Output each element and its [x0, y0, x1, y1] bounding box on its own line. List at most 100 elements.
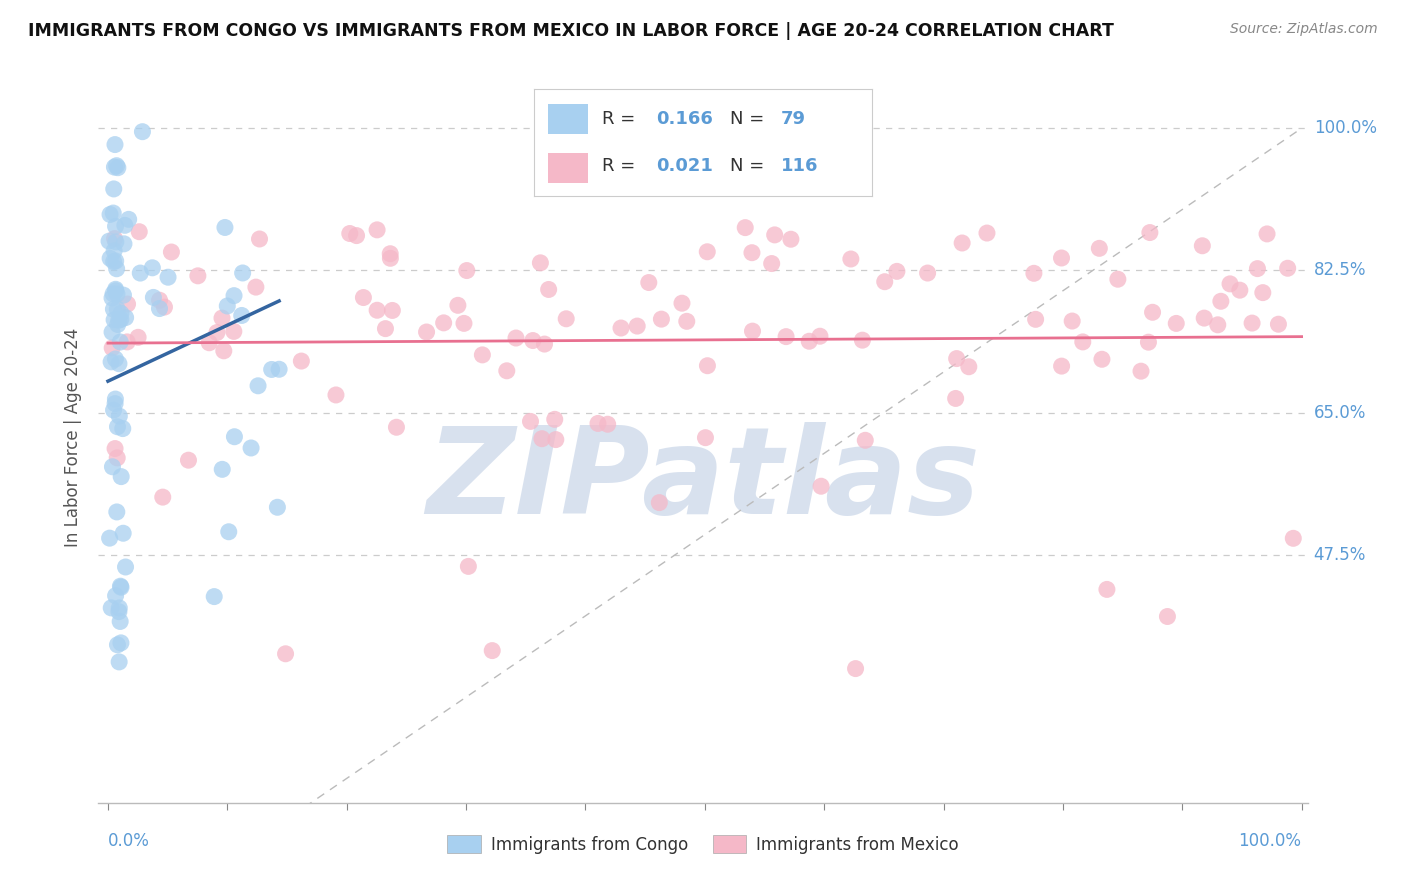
Point	[957, 359, 980, 374]
Point	[105, 287, 128, 301]
Point	[142, 290, 165, 304]
Point	[648, 495, 671, 509]
Point	[112, 288, 135, 302]
Point	[114, 560, 136, 574]
Point	[366, 223, 388, 237]
Point	[118, 212, 141, 227]
Point	[761, 256, 783, 270]
Point	[141, 260, 163, 275]
Point	[522, 334, 544, 348]
Point	[103, 244, 125, 258]
Point	[1206, 318, 1229, 332]
Point	[212, 343, 235, 358]
Point	[104, 442, 127, 456]
Point	[249, 232, 271, 246]
Point	[222, 325, 245, 339]
Point	[763, 227, 786, 242]
Point	[105, 159, 128, 173]
Text: R =: R =	[602, 111, 641, 128]
Point	[104, 351, 127, 366]
Point	[671, 296, 693, 310]
Point	[339, 227, 361, 241]
Point	[851, 333, 873, 347]
Point	[148, 293, 170, 308]
Point	[530, 432, 553, 446]
Point	[104, 254, 127, 268]
Point	[104, 284, 127, 298]
Legend: Immigrants from Congo, Immigrants from Mexico: Immigrants from Congo, Immigrants from M…	[440, 829, 966, 860]
Point	[103, 254, 125, 268]
Point	[1050, 359, 1073, 373]
Point	[114, 219, 136, 233]
Point	[1256, 227, 1278, 241]
Bar	[548, 153, 588, 184]
Point	[103, 206, 125, 220]
Point	[211, 311, 233, 326]
Point	[211, 462, 233, 476]
Point	[104, 392, 127, 406]
Text: 79: 79	[780, 111, 806, 128]
Point	[105, 505, 128, 519]
Point	[734, 220, 756, 235]
Point	[98, 207, 121, 221]
Point	[637, 276, 659, 290]
Point	[108, 605, 131, 619]
Point	[853, 434, 876, 448]
Point	[160, 245, 183, 260]
Point	[886, 264, 908, 278]
Point	[675, 314, 697, 328]
Point	[1241, 316, 1264, 330]
Point	[110, 579, 132, 593]
Point	[218, 524, 240, 539]
Text: ZIPatlas: ZIPatlas	[426, 423, 980, 540]
Point	[104, 396, 127, 410]
Point	[110, 312, 132, 326]
Text: 100.0%: 100.0%	[1239, 832, 1302, 850]
Point	[101, 325, 124, 339]
Point	[247, 379, 270, 393]
Point	[873, 275, 896, 289]
Point	[217, 299, 239, 313]
Point	[157, 270, 180, 285]
Point	[232, 266, 254, 280]
Point	[101, 291, 124, 305]
Point	[780, 232, 803, 246]
Point	[1209, 294, 1232, 309]
Point	[117, 297, 139, 311]
Point	[917, 266, 939, 280]
Point	[131, 125, 153, 139]
Point	[1137, 335, 1160, 350]
Point	[222, 288, 245, 302]
Point	[274, 647, 297, 661]
Point	[107, 318, 129, 332]
Point	[495, 364, 517, 378]
Point	[127, 330, 149, 344]
Point	[385, 420, 408, 434]
Point	[112, 236, 135, 251]
Point	[1166, 317, 1188, 331]
Point	[945, 392, 967, 406]
Point	[775, 329, 797, 343]
Point	[104, 282, 127, 296]
Point	[950, 235, 973, 250]
Point	[799, 334, 821, 349]
Point	[224, 430, 246, 444]
Point	[845, 662, 868, 676]
Point	[1062, 314, 1084, 328]
Point	[202, 590, 225, 604]
Text: 100.0%: 100.0%	[1313, 120, 1376, 137]
Point	[533, 337, 555, 351]
Point	[537, 283, 560, 297]
Point	[1142, 305, 1164, 319]
Point	[1192, 311, 1215, 326]
Point	[101, 341, 124, 355]
Point	[650, 312, 672, 326]
Point	[1088, 241, 1111, 255]
Point	[325, 388, 347, 402]
Point	[1229, 283, 1251, 297]
Point	[741, 324, 763, 338]
Point	[1022, 266, 1045, 280]
Point	[586, 417, 609, 431]
Point	[108, 601, 131, 615]
Point	[100, 355, 122, 369]
